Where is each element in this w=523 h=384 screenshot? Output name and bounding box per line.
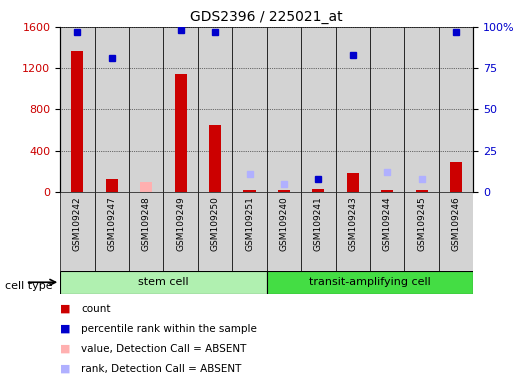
Bar bbox=[175, 74, 187, 192]
Bar bbox=[209, 125, 221, 192]
Text: GSM109249: GSM109249 bbox=[176, 196, 185, 251]
Bar bbox=[129, 27, 163, 192]
Bar bbox=[232, 27, 267, 192]
Text: ■: ■ bbox=[60, 304, 71, 314]
Text: ■: ■ bbox=[60, 364, 71, 374]
Text: GSM109245: GSM109245 bbox=[417, 196, 426, 251]
Text: GSM109243: GSM109243 bbox=[348, 196, 357, 251]
Text: count: count bbox=[81, 304, 110, 314]
Bar bbox=[163, 192, 198, 271]
Title: GDS2396 / 225021_at: GDS2396 / 225021_at bbox=[190, 10, 343, 25]
Text: GSM109248: GSM109248 bbox=[142, 196, 151, 251]
Text: GSM109246: GSM109246 bbox=[451, 196, 461, 251]
Bar bbox=[301, 27, 336, 192]
Bar bbox=[347, 173, 359, 192]
Bar bbox=[450, 162, 462, 192]
Bar bbox=[381, 190, 393, 192]
Text: stem cell: stem cell bbox=[138, 277, 189, 287]
Bar bbox=[140, 189, 152, 192]
Text: GSM109250: GSM109250 bbox=[211, 196, 220, 251]
Bar bbox=[140, 182, 152, 192]
Text: cell type: cell type bbox=[5, 281, 53, 291]
Bar bbox=[60, 192, 95, 271]
Text: GSM109247: GSM109247 bbox=[107, 196, 116, 251]
Bar bbox=[312, 189, 324, 192]
Bar bbox=[267, 27, 301, 192]
Text: ■: ■ bbox=[60, 324, 71, 334]
Bar bbox=[129, 192, 163, 271]
Text: ■: ■ bbox=[60, 344, 71, 354]
Bar bbox=[370, 192, 404, 271]
Bar bbox=[336, 192, 370, 271]
Bar bbox=[232, 192, 267, 271]
Bar bbox=[95, 192, 129, 271]
Bar bbox=[60, 271, 267, 294]
Bar bbox=[244, 190, 256, 192]
Bar bbox=[278, 190, 290, 192]
Text: value, Detection Call = ABSENT: value, Detection Call = ABSENT bbox=[81, 344, 246, 354]
Bar bbox=[336, 27, 370, 192]
Text: GSM109251: GSM109251 bbox=[245, 196, 254, 251]
Text: GSM109244: GSM109244 bbox=[383, 196, 392, 251]
Bar bbox=[198, 192, 232, 271]
Bar bbox=[439, 27, 473, 192]
Bar bbox=[95, 27, 129, 192]
Bar bbox=[370, 27, 404, 192]
Text: GSM109240: GSM109240 bbox=[279, 196, 289, 251]
Bar bbox=[416, 190, 428, 192]
Text: percentile rank within the sample: percentile rank within the sample bbox=[81, 324, 257, 334]
Bar bbox=[404, 192, 439, 271]
Text: rank, Detection Call = ABSENT: rank, Detection Call = ABSENT bbox=[81, 364, 242, 374]
Text: GSM109242: GSM109242 bbox=[73, 196, 82, 251]
Bar bbox=[60, 27, 95, 192]
Bar bbox=[71, 51, 83, 192]
Bar bbox=[267, 271, 473, 294]
Bar bbox=[267, 192, 301, 271]
Bar bbox=[198, 27, 232, 192]
Bar bbox=[439, 192, 473, 271]
Text: GSM109241: GSM109241 bbox=[314, 196, 323, 251]
Text: transit-amplifying cell: transit-amplifying cell bbox=[309, 277, 431, 287]
Bar bbox=[106, 179, 118, 192]
Bar bbox=[404, 27, 439, 192]
Bar bbox=[163, 27, 198, 192]
Bar bbox=[301, 192, 336, 271]
